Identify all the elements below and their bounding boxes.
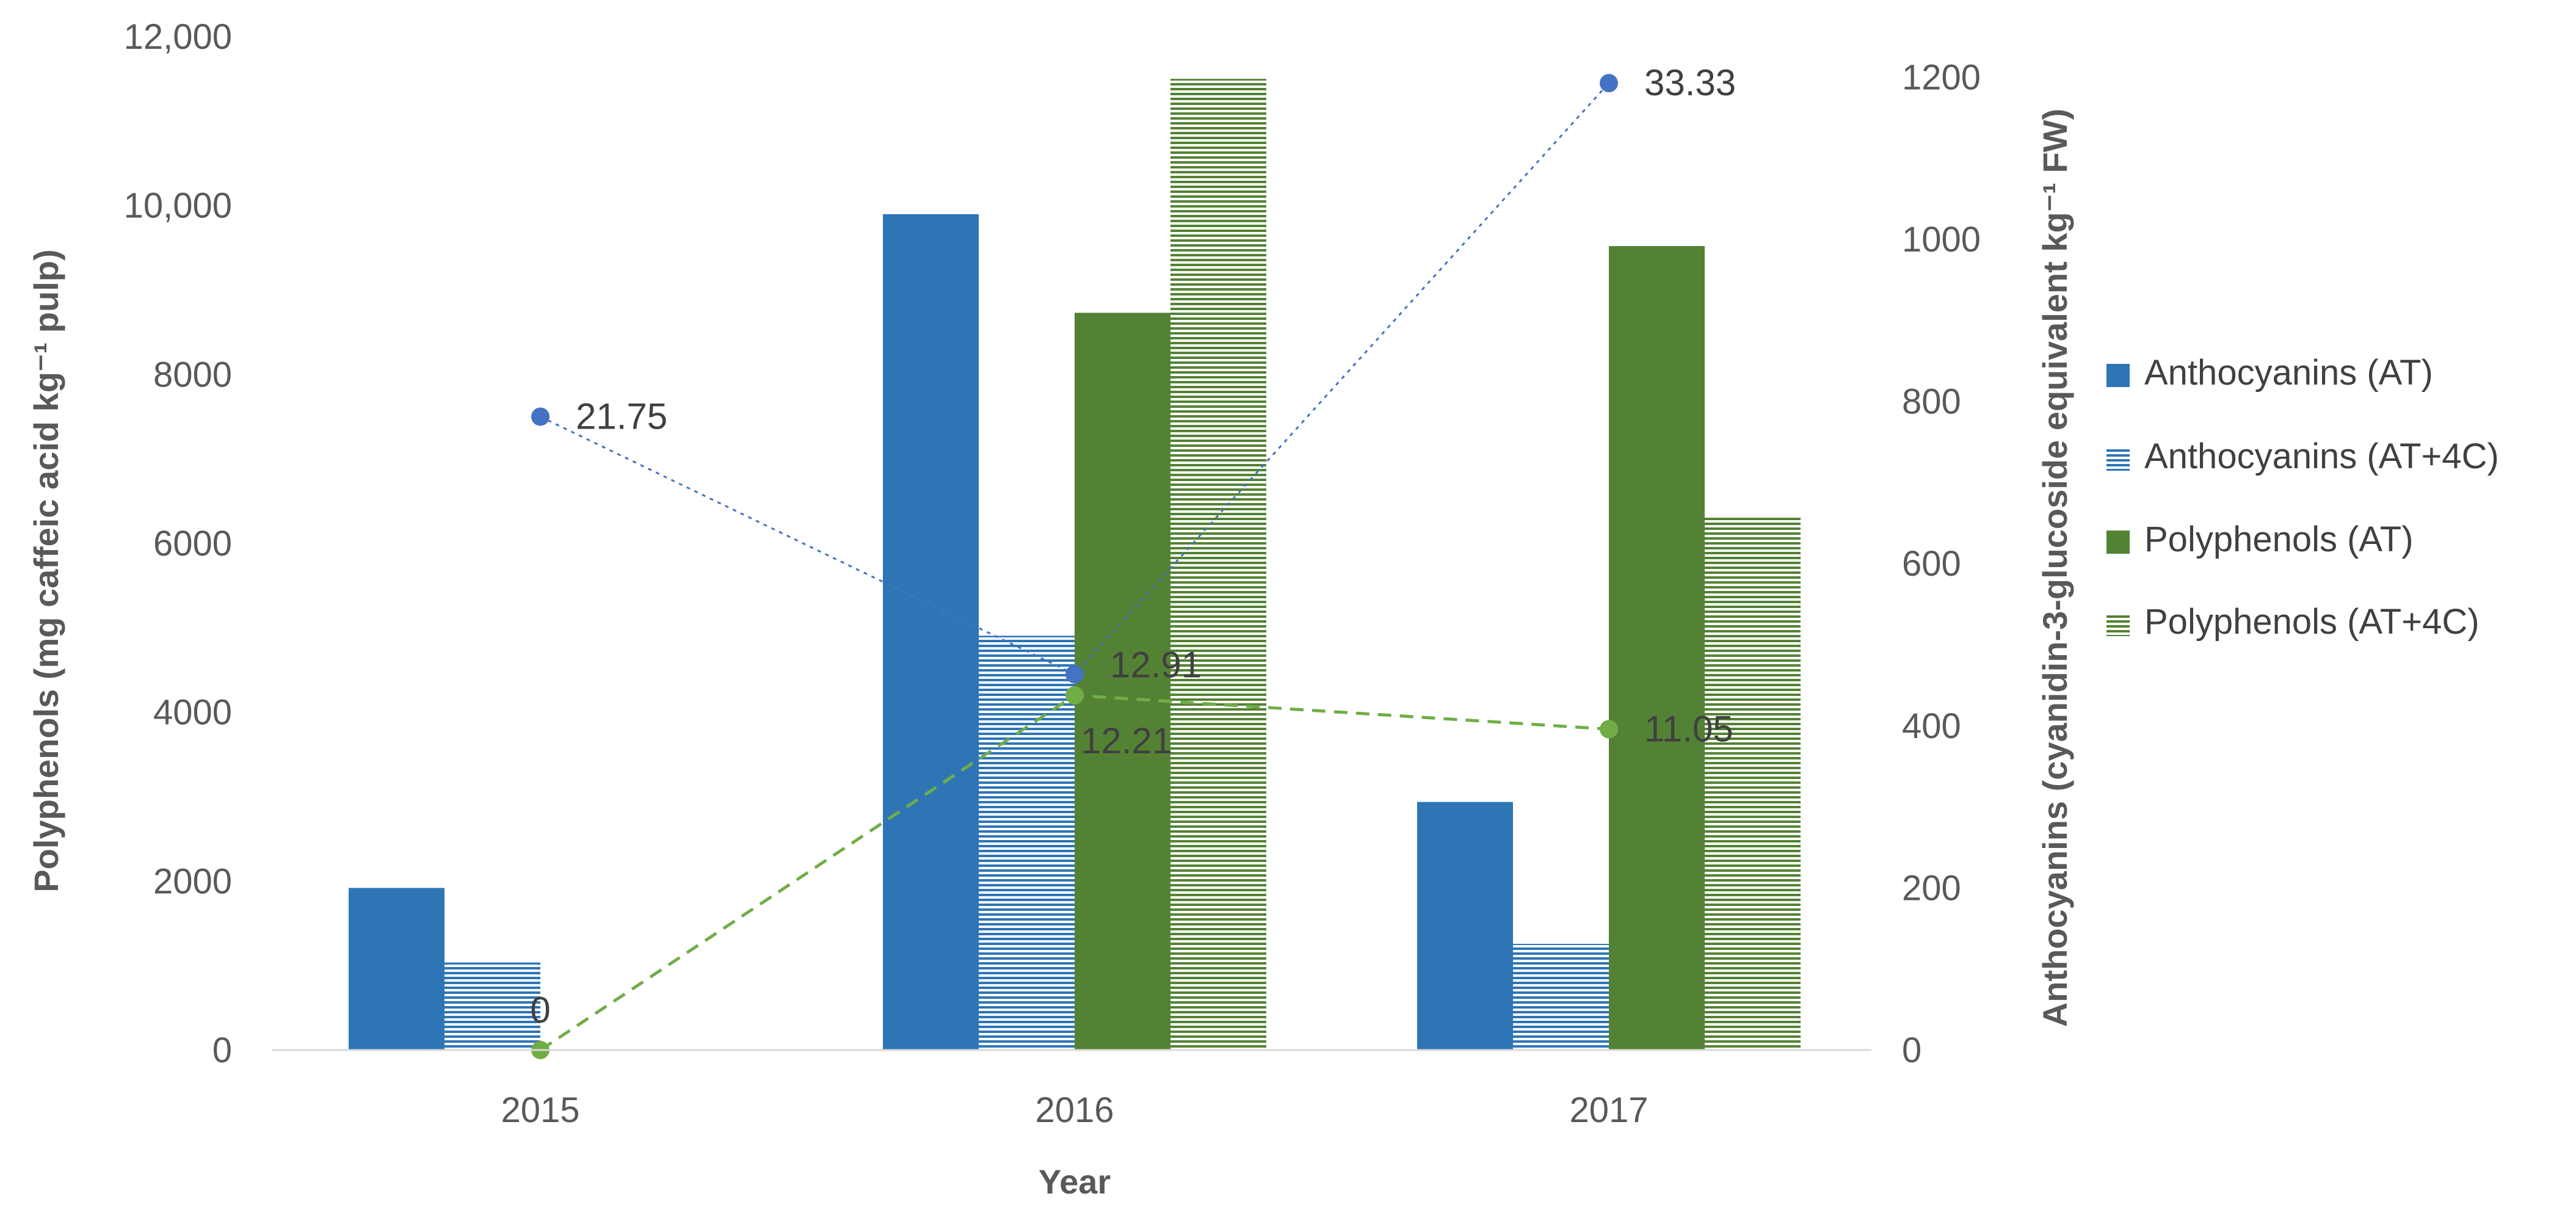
bar-3-2016	[1170, 79, 1266, 1051]
left-y-tick-label: 0	[212, 1031, 232, 1070]
left-y-tick-label: 4000	[153, 693, 232, 733]
left-y-tick-label: 12,000	[124, 17, 232, 57]
right-y-tick-label: 800	[1902, 382, 1961, 422]
left-axis-title: Polyphenols (mg caffeic acid kg⁻¹ pulp)	[27, 249, 65, 892]
bar-0-2015	[349, 888, 444, 1050]
right-y-tick-label: 400	[1902, 706, 1961, 746]
axes-group: 2015 2016 20170200040006000800010,00012,00…	[124, 17, 1981, 1130]
legend-label: Polyphenols (AT+4C)	[2144, 602, 2480, 642]
x-tick-label: 2016	[1035, 1090, 1114, 1130]
x-tick-label: 2015	[501, 1090, 579, 1130]
bar-0-2016	[883, 214, 979, 1050]
left-y-tick-label: 6000	[153, 524, 232, 563]
right-y-tick-label: 600	[1902, 544, 1961, 584]
right-y-tick-label: 0	[1902, 1031, 1921, 1070]
bar-2-2016	[1075, 313, 1170, 1050]
legend-label: Anthocyanins (AT+4C)	[2144, 437, 2499, 476]
line-data-label: 0	[530, 990, 550, 1031]
line-data-label: 11.05	[1644, 708, 1733, 749]
x-axis-title: Year	[1039, 1162, 1111, 1201]
bar-1-2015	[444, 962, 540, 1050]
left-y-tick-label: 8000	[153, 355, 232, 394]
legend-swatch	[2106, 364, 2130, 387]
line-point-0	[1065, 665, 1084, 684]
line-series-group: 21.75 12.91 33.33 0 12.21 11.05	[530, 62, 1736, 1059]
right-y-tick-label: 1200	[1902, 57, 1981, 97]
line-point-1	[1600, 720, 1618, 739]
legend: Anthocyanins (AT) Anthocyanins (AT+4C) Pol…	[2106, 353, 2499, 642]
bar-2-2017	[1609, 246, 1705, 1051]
bar-1-2017	[1513, 944, 1609, 1050]
right-y-tick-label: 200	[1902, 868, 1961, 908]
left-y-tick-label: 2000	[153, 861, 232, 901]
bar-0-2017	[1417, 802, 1513, 1050]
legend-label: Polyphenols (AT)	[2144, 520, 2414, 559]
line-data-label: 12.91	[1110, 644, 1202, 685]
right-axis-title: Anthocyanins (cyanidin-3-glucoside equiv…	[2036, 109, 2074, 1027]
line-point-0	[531, 407, 550, 426]
bar-3-2017	[1705, 516, 1801, 1050]
plot-area	[349, 79, 1801, 1051]
line-data-label: 21.75	[576, 396, 667, 437]
line-point-0	[1600, 74, 1618, 93]
x-tick-label: 2017	[1569, 1090, 1648, 1130]
line-data-label: 33.33	[1644, 62, 1736, 103]
legend-swatch	[2106, 447, 2130, 471]
legend-label: Anthocyanins (AT)	[2144, 353, 2433, 393]
left-y-tick-label: 10,000	[124, 186, 232, 226]
legend-swatch	[2106, 531, 2130, 554]
line-data-label: 12.21	[1081, 720, 1172, 761]
legend-swatch	[2106, 613, 2130, 636]
right-y-tick-label: 1000	[1902, 220, 1981, 259]
line-point-1	[1065, 686, 1084, 705]
bar-1-2016	[979, 636, 1075, 1050]
